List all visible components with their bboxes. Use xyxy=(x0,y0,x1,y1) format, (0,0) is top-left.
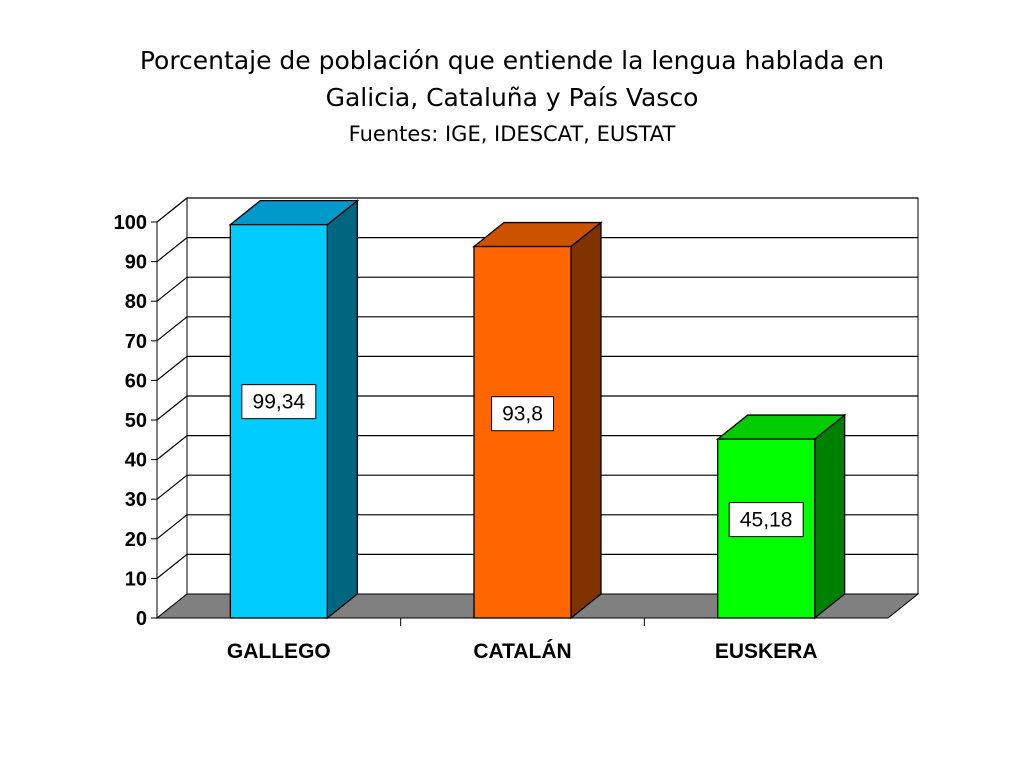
data-label: 93,8 xyxy=(502,403,543,426)
chart-subtitle: Fuentes: IGE, IDESCAT, EUSTAT xyxy=(348,122,676,146)
gridline xyxy=(156,395,918,421)
bar-front-face xyxy=(229,223,328,619)
data-label-box xyxy=(491,396,554,432)
chart-title-block: Porcentaje de población que entiende la … xyxy=(0,42,1024,150)
gridline xyxy=(156,197,918,223)
y-tick-label: 30 xyxy=(125,489,147,511)
gridline xyxy=(156,276,918,302)
y-tick-label: 10 xyxy=(125,568,147,590)
bar-catalán xyxy=(472,221,603,620)
gridline xyxy=(156,553,918,579)
y-tick-label: 20 xyxy=(125,529,147,551)
bar-side-face xyxy=(814,413,846,620)
y-tick-label: 0 xyxy=(136,608,147,630)
bar-front-face xyxy=(473,245,572,619)
y-tick-label: 80 xyxy=(125,291,147,313)
x-tick-label: EUSKERA xyxy=(715,640,818,663)
y-tick-label: 50 xyxy=(125,410,147,432)
data-label: 99,34 xyxy=(253,391,306,414)
data-labels: 99,34 93,8 45,18 xyxy=(241,384,804,538)
gridline xyxy=(156,514,918,540)
bar-side-face xyxy=(570,221,602,620)
data-label-box xyxy=(728,502,804,538)
bar-gallego xyxy=(228,199,360,620)
gridline xyxy=(156,435,918,461)
data-label-box xyxy=(241,384,317,420)
y-tick-label: 90 xyxy=(125,252,147,274)
chart-grid xyxy=(156,197,918,579)
y-tick-label: 40 xyxy=(125,450,147,472)
x-tick-label: GALLEGO xyxy=(227,640,331,663)
gridline xyxy=(156,316,918,342)
x-axis-labels: GALLEGO CATALÁN EUSKERA xyxy=(227,618,818,663)
gridline xyxy=(156,355,918,381)
y-tick-label: 100 xyxy=(114,212,147,234)
y-axis-ticks: 0 10 20 30 40 50 60 70 80 90 100 xyxy=(114,212,157,630)
y-tick-label: 70 xyxy=(125,331,147,353)
gridline xyxy=(156,237,918,263)
chart-title-line1: Porcentaje de población que entiende la … xyxy=(139,46,885,75)
data-label: 45,18 xyxy=(740,509,793,532)
chart-title-line2: Galicia, Cataluña y País Vasco xyxy=(325,83,699,112)
x-tick-label: CATALÁN xyxy=(473,640,571,663)
bar-side-face xyxy=(326,199,358,620)
y-tick-label: 60 xyxy=(125,370,147,392)
gridline xyxy=(156,474,918,500)
chart-bars xyxy=(228,199,847,620)
